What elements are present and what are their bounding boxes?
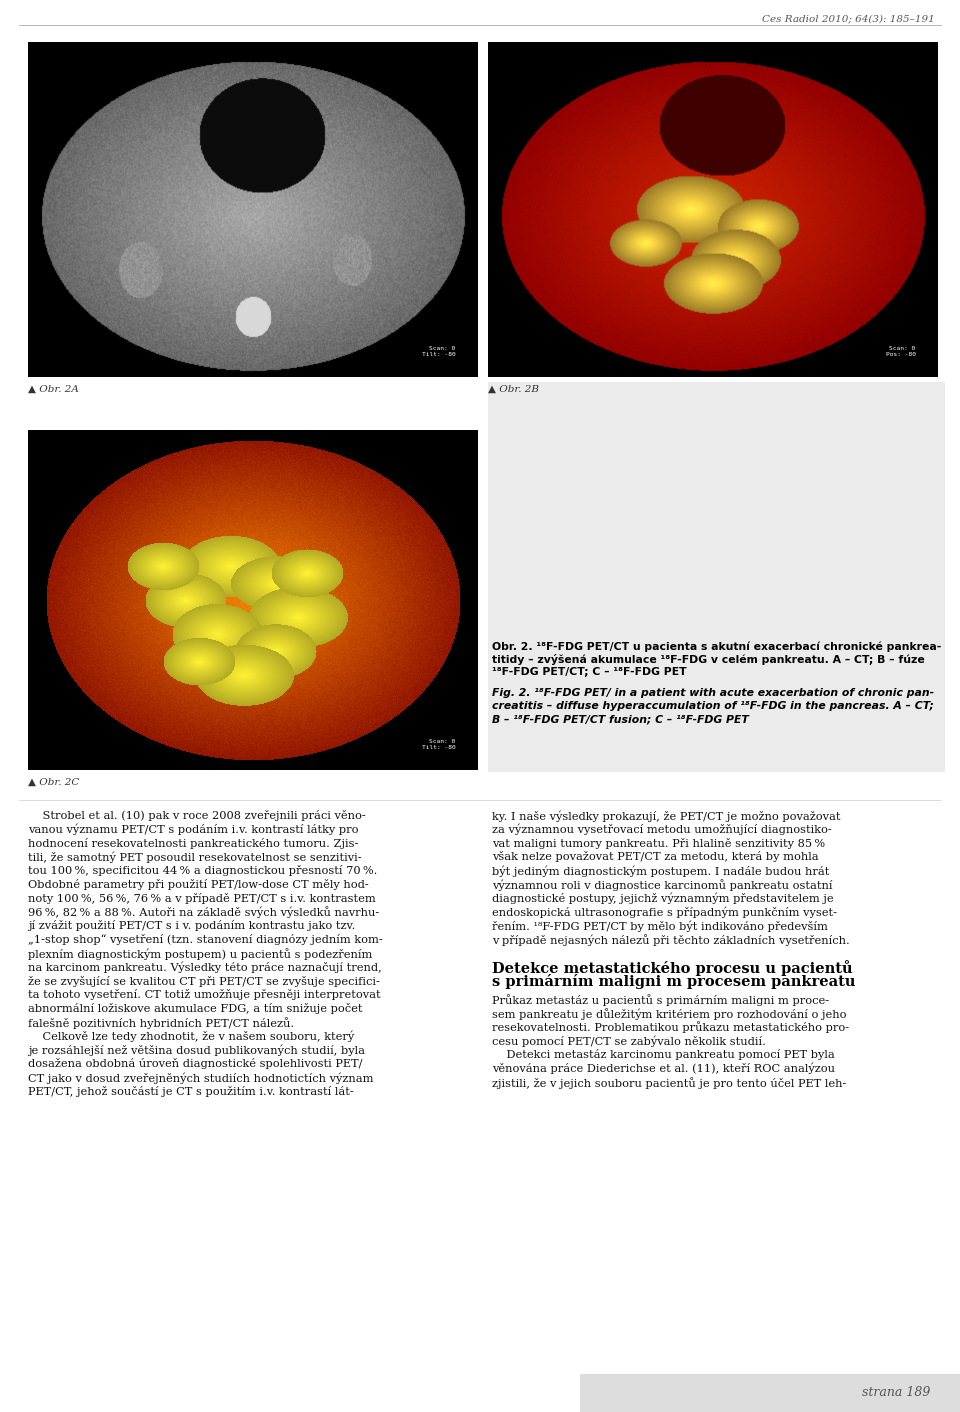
Text: Obdobné parametry při použití PET/low-dose CT měly hod-: Obdobné parametry při použití PET/low-do… xyxy=(28,880,369,890)
Text: věnována práce Diederichse et al. (11), kteří ROC analýzou: věnována práce Diederichse et al. (11), … xyxy=(492,1063,835,1075)
Text: plexním diagnostickým postupem) u pacientů s podezřením: plexním diagnostickým postupem) u pacien… xyxy=(28,947,372,960)
Bar xyxy=(580,1374,960,1412)
Text: vanou významu PET/CT s podáním i.v. kontrastí látky pro: vanou významu PET/CT s podáním i.v. kont… xyxy=(28,823,358,836)
Text: endoskopická ultrasonografie s případným punkčním vyset-: endoskopická ultrasonografie s případným… xyxy=(492,907,837,918)
Text: Celkově lze tedy zhodnotit, že v našem souboru, který: Celkově lze tedy zhodnotit, že v našem s… xyxy=(28,1031,354,1042)
Text: je rozsáhlejší než většina dosud publikovaných studií, byla: je rozsáhlejší než většina dosud publiko… xyxy=(28,1045,365,1056)
Text: v případě nejasných nálezů při těchto základních vysetřeních.: v případě nejasných nálezů při těchto zá… xyxy=(492,935,850,946)
Text: strana 189: strana 189 xyxy=(862,1387,930,1399)
Text: tou 100 %, specificitou 44 % a diagnostickou přesností 70 %.: tou 100 %, specificitou 44 % a diagnosti… xyxy=(28,866,377,877)
Text: Scan: 0
Tilt: -80: Scan: 0 Tilt: -80 xyxy=(421,346,455,357)
Text: Obr. 2. ¹⁸F-FDG PET/CT u pacienta s akutní exacerbací chronické pankrea-: Obr. 2. ¹⁸F-FDG PET/CT u pacienta s akut… xyxy=(492,641,942,651)
Text: Fig. 2. ¹⁸F-FDG PET/ in a patient with acute exacerbation of chronic pan-: Fig. 2. ¹⁸F-FDG PET/ in a patient with a… xyxy=(492,688,934,698)
Text: sem pankreatu je důležitým kritériem pro rozhodování o jeho: sem pankreatu je důležitým kritériem pro… xyxy=(492,1008,847,1019)
Text: významnou roli v diagnostice karcinomů pankreatu ostatní: významnou roli v diagnostice karcinomů p… xyxy=(492,880,832,891)
Text: Detekci metastáz karcinomu pankreatu pomocí PET byla: Detekci metastáz karcinomu pankreatu pom… xyxy=(492,1049,835,1060)
Text: ky. I naše výsledky prokazují, že PET/CT je možno považovat: ky. I naše výsledky prokazují, že PET/CT… xyxy=(492,810,841,822)
Text: Detekce metastatického procesu u pacientů: Detekce metastatického procesu u pacient… xyxy=(492,960,852,976)
Text: Ces Radiol 2010; 64(3): 185–191: Ces Radiol 2010; 64(3): 185–191 xyxy=(762,14,935,23)
Text: falešně pozitivních hybridních PET/CT nálezů.: falešně pozitivních hybridních PET/CT ná… xyxy=(28,1017,294,1029)
Text: řením. ¹⁸F-FDG PET/CT by mělo být indikováno především: řením. ¹⁸F-FDG PET/CT by mělo být indiko… xyxy=(492,921,828,932)
Text: ▲ Obr. 2C: ▲ Obr. 2C xyxy=(28,778,80,786)
Text: cesu pomocí PET/CT se zabývalo několik studií.: cesu pomocí PET/CT se zabývalo několik s… xyxy=(492,1035,766,1046)
Text: Scan: 0
Tilt: -80: Scan: 0 Tilt: -80 xyxy=(421,738,455,750)
Text: jí zvážit použití PET/CT s i v. podáním kontrastu jako tzv.: jí zvážit použití PET/CT s i v. podáním … xyxy=(28,921,355,932)
Text: CT jako v dosud zveřejněných studiích hodnotictích význam: CT jako v dosud zveřejněných studiích ho… xyxy=(28,1072,373,1083)
Text: dosažena obdobná úroveň diagnostické spolehlivosti PET/: dosažena obdobná úroveň diagnostické spo… xyxy=(28,1059,363,1069)
Text: „1-stop shop“ vysetření (tzn. stanovení diagnózy jedním kom-: „1-stop shop“ vysetření (tzn. stanovení … xyxy=(28,935,383,945)
Text: noty 100 %, 56 %, 76 % a v případě PET/CT s i.v. kontrastem: noty 100 %, 56 %, 76 % a v případě PET/C… xyxy=(28,892,375,904)
Text: vat maligni tumory pankreatu. Při hlalině senzitivity 85 %: vat maligni tumory pankreatu. Při hlalin… xyxy=(492,837,826,849)
Text: 96 %, 82 % a 88 %. Autoři na základě svých výsledků navrhu-: 96 %, 82 % a 88 %. Autoři na základě svý… xyxy=(28,907,379,918)
Text: Strobel et al. (10) pak v roce 2008 zveřejnili práci věno-: Strobel et al. (10) pak v roce 2008 zveř… xyxy=(28,810,366,820)
Text: ▲ Obr. 2A: ▲ Obr. 2A xyxy=(28,385,79,394)
Text: však nelze považovat PET/CT za metodu, která by mohla: však nelze považovat PET/CT za metodu, k… xyxy=(492,851,819,863)
Text: zjistili, že v jejich souboru pacientů je pro tento účel PET leh-: zjistili, že v jejich souboru pacientů j… xyxy=(492,1077,847,1089)
Text: diagnostické postupy, jejichž významným představitelem je: diagnostické postupy, jejichž významným … xyxy=(492,892,833,904)
Text: s primárním maligni m procesem pankreatu: s primárním maligni m procesem pankreatu xyxy=(492,974,855,990)
Text: hodnocení resekovatelnosti pankreatického tumoru. Zjis-: hodnocení resekovatelnosti pankreatickéh… xyxy=(28,837,358,849)
Text: Průkaz metastáz u pacientů s primárním maligni m proce-: Průkaz metastáz u pacientů s primárním m… xyxy=(492,994,829,1005)
Text: na karcinom pankreatu. Výsledky této práce naznačují trend,: na karcinom pankreatu. Výsledky této prá… xyxy=(28,962,382,973)
Text: být jediným diagnostickým postupem. I nadále budou hrát: být jediným diagnostickým postupem. I na… xyxy=(492,866,829,877)
Text: ta tohoto vysetření. CT totiž umožňuje přesněji interpretovat: ta tohoto vysetření. CT totiž umožňuje p… xyxy=(28,990,380,1000)
Text: že se zvyšující se kvalitou CT při PET/CT se zvyšuje specifici-: že se zvyšující se kvalitou CT při PET/C… xyxy=(28,976,380,987)
Text: Scan: 0
Pos: -80: Scan: 0 Pos: -80 xyxy=(885,346,916,357)
Text: tili, že samotný PET posoudil resekovatelnost se senzitivi-: tili, že samotný PET posoudil resekovate… xyxy=(28,851,362,863)
Text: B – ¹⁸F-FDG PET/CT fusion; C – ¹⁸F-FDG PET: B – ¹⁸F-FDG PET/CT fusion; C – ¹⁸F-FDG P… xyxy=(492,714,749,724)
Text: titidy – zvýšená akumulace ¹⁸F-FDG v celém pankreatu. A – CT; B – fúze: titidy – zvýšená akumulace ¹⁸F-FDG v cel… xyxy=(492,654,924,665)
Text: ▲ Obr. 2B: ▲ Obr. 2B xyxy=(488,385,539,394)
Text: ¹⁸F-FDG PET/CT; C – ¹⁸F-FDG PET: ¹⁸F-FDG PET/CT; C – ¹⁸F-FDG PET xyxy=(492,666,686,676)
Text: za významnou vysetřovací metodu umožňující diagnostiko-: za významnou vysetřovací metodu umožňují… xyxy=(492,823,831,836)
Text: creatitis – diffuse hyperaccumulation of ¹⁸F-FDG in the pancreas. A – CT;: creatitis – diffuse hyperaccumulation of… xyxy=(492,700,934,712)
Text: PET/CT, jehož součástí je CT s použitím i.v. kontrastí lát-: PET/CT, jehož součástí je CT s použitím … xyxy=(28,1086,353,1097)
Text: abnormální ložiskove akumulace FDG, a tím snižuje počet: abnormální ložiskove akumulace FDG, a tí… xyxy=(28,1003,363,1014)
Text: resekovatelnosti. Problematikou průkazu metastatického pro-: resekovatelnosti. Problematikou průkazu … xyxy=(492,1021,850,1034)
Bar xyxy=(488,383,945,772)
